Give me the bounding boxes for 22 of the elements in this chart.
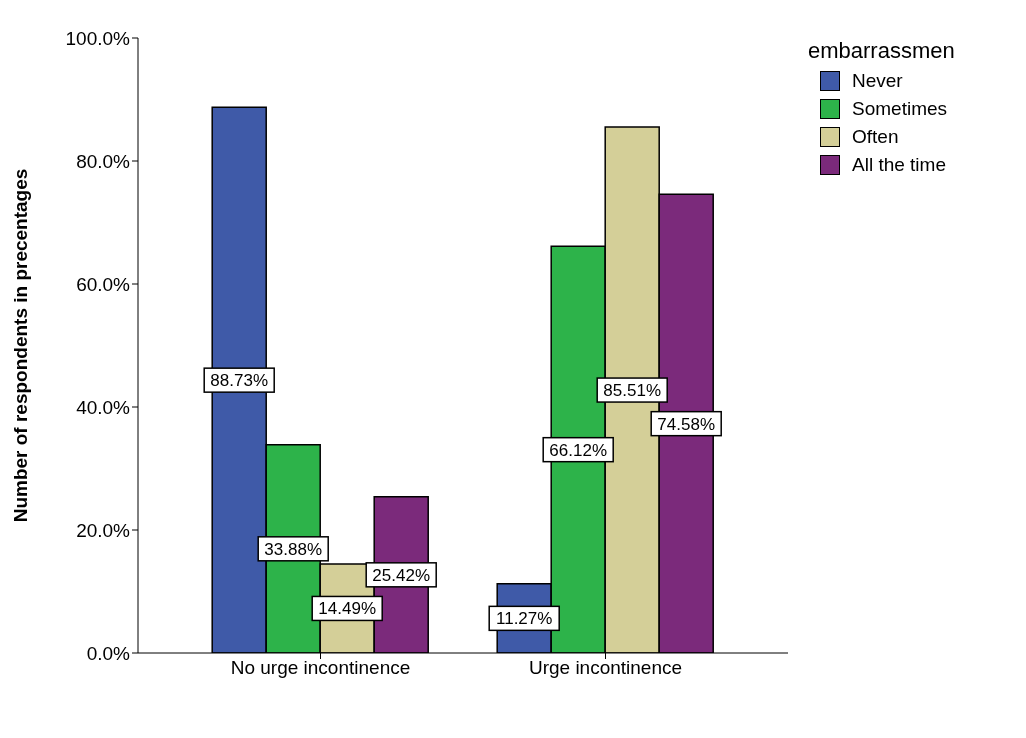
data-label: 85.51%: [603, 381, 662, 401]
data-label: 74.58%: [657, 414, 716, 434]
data-label: 33.88%: [264, 539, 323, 559]
y-tick-label: 0.0%: [86, 642, 131, 664]
legend-title: embarrassmen: [808, 38, 956, 64]
data-label: 14.49%: [318, 599, 377, 619]
y-tick-label: 20.0%: [76, 519, 131, 541]
x-tick-label: Urge incontinence: [528, 657, 683, 679]
legend-label: Often: [851, 126, 900, 148]
y-axis-title: Number of respondents in precentages: [9, 168, 31, 523]
legend-label: Never: [851, 70, 904, 92]
data-label: 66.12%: [549, 440, 608, 460]
legend-label: Sometimes: [851, 98, 949, 120]
y-tick-label: 60.0%: [76, 273, 131, 295]
data-label: 25.42%: [372, 565, 431, 585]
data-label: 88.73%: [210, 371, 269, 391]
x-tick-label: No urge incontinence: [230, 657, 411, 679]
data-label: 11.27%: [496, 609, 553, 629]
legend-label: All the time: [851, 154, 947, 176]
y-tick-label: 100.0%: [65, 27, 131, 49]
y-tick-label: 40.0%: [76, 396, 131, 418]
y-tick-label: 80.0%: [76, 150, 131, 172]
